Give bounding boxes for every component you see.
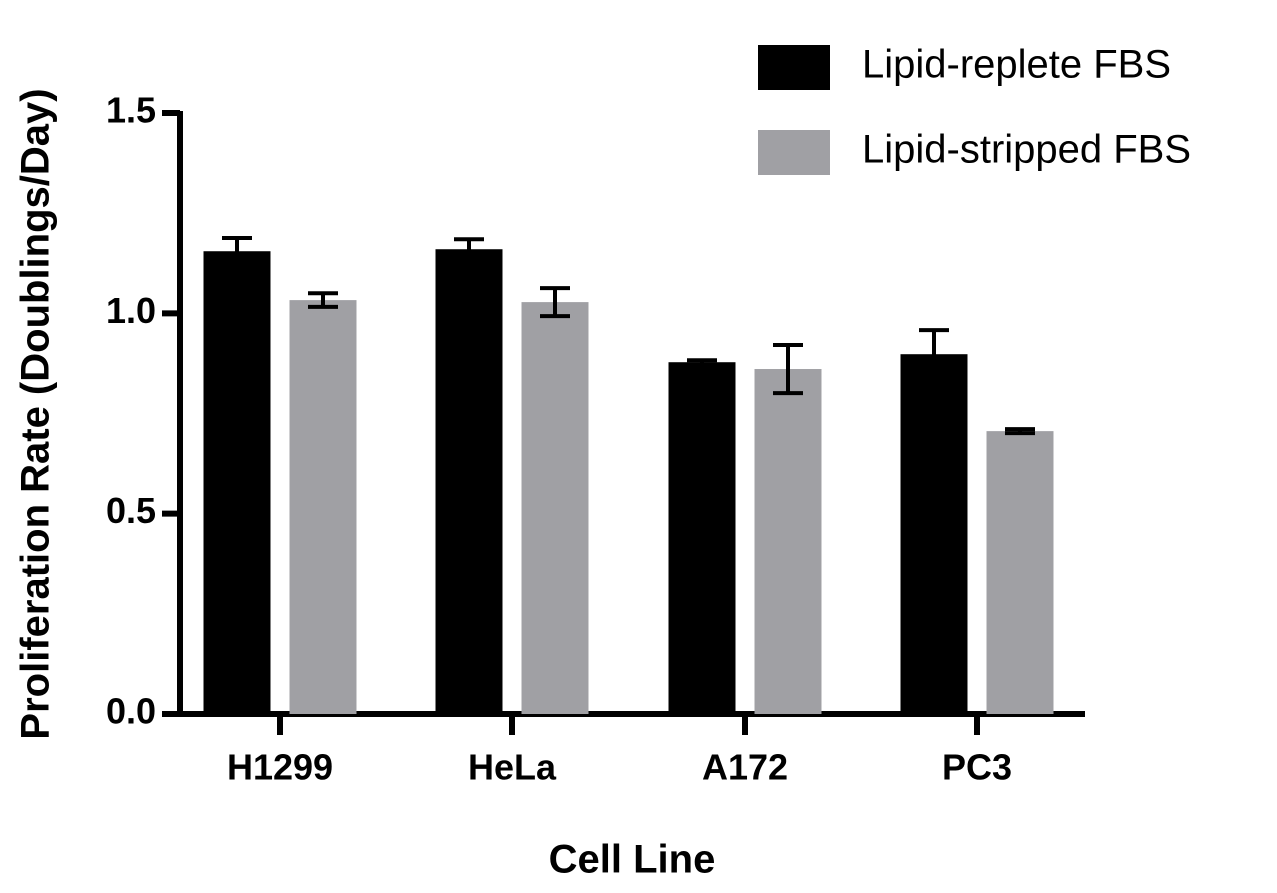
y-axis-title: Proliferation Rate (Doublings/Day): [14, 88, 58, 739]
legend-swatch: [758, 130, 830, 175]
bar: [521, 302, 589, 714]
error-bar: [222, 236, 252, 267]
error-bar: [308, 291, 338, 309]
bar: [203, 251, 271, 715]
error-bar: [919, 328, 949, 381]
bar: [754, 369, 822, 714]
error-bar: [687, 358, 717, 367]
bar: [435, 249, 503, 714]
y-tick-label: 0.5: [106, 490, 156, 531]
x-tick-label: PC3: [942, 747, 1012, 788]
error-bar: [1005, 427, 1035, 436]
legend-label: Lipid-stripped FBS: [862, 128, 1191, 172]
bar: [668, 362, 736, 714]
y-tick-label: 1.0: [106, 290, 156, 331]
x-tick-label: H1299: [227, 747, 333, 788]
legend-swatch: [758, 45, 830, 90]
bar: [900, 354, 968, 714]
error-bar: [773, 342, 803, 396]
y-tick-label: 1.5: [106, 90, 156, 131]
y-tick-label: 0.0: [106, 691, 156, 732]
x-tick-label: HeLa: [468, 747, 557, 788]
legend-label: Lipid-replete FBS: [862, 43, 1171, 87]
bar: [986, 431, 1054, 714]
bar: [289, 300, 357, 714]
x-axis-title: Cell Line: [549, 838, 716, 882]
error-bar: [540, 286, 570, 319]
x-tick-label: A172: [702, 747, 788, 788]
error-bar: [454, 237, 484, 262]
